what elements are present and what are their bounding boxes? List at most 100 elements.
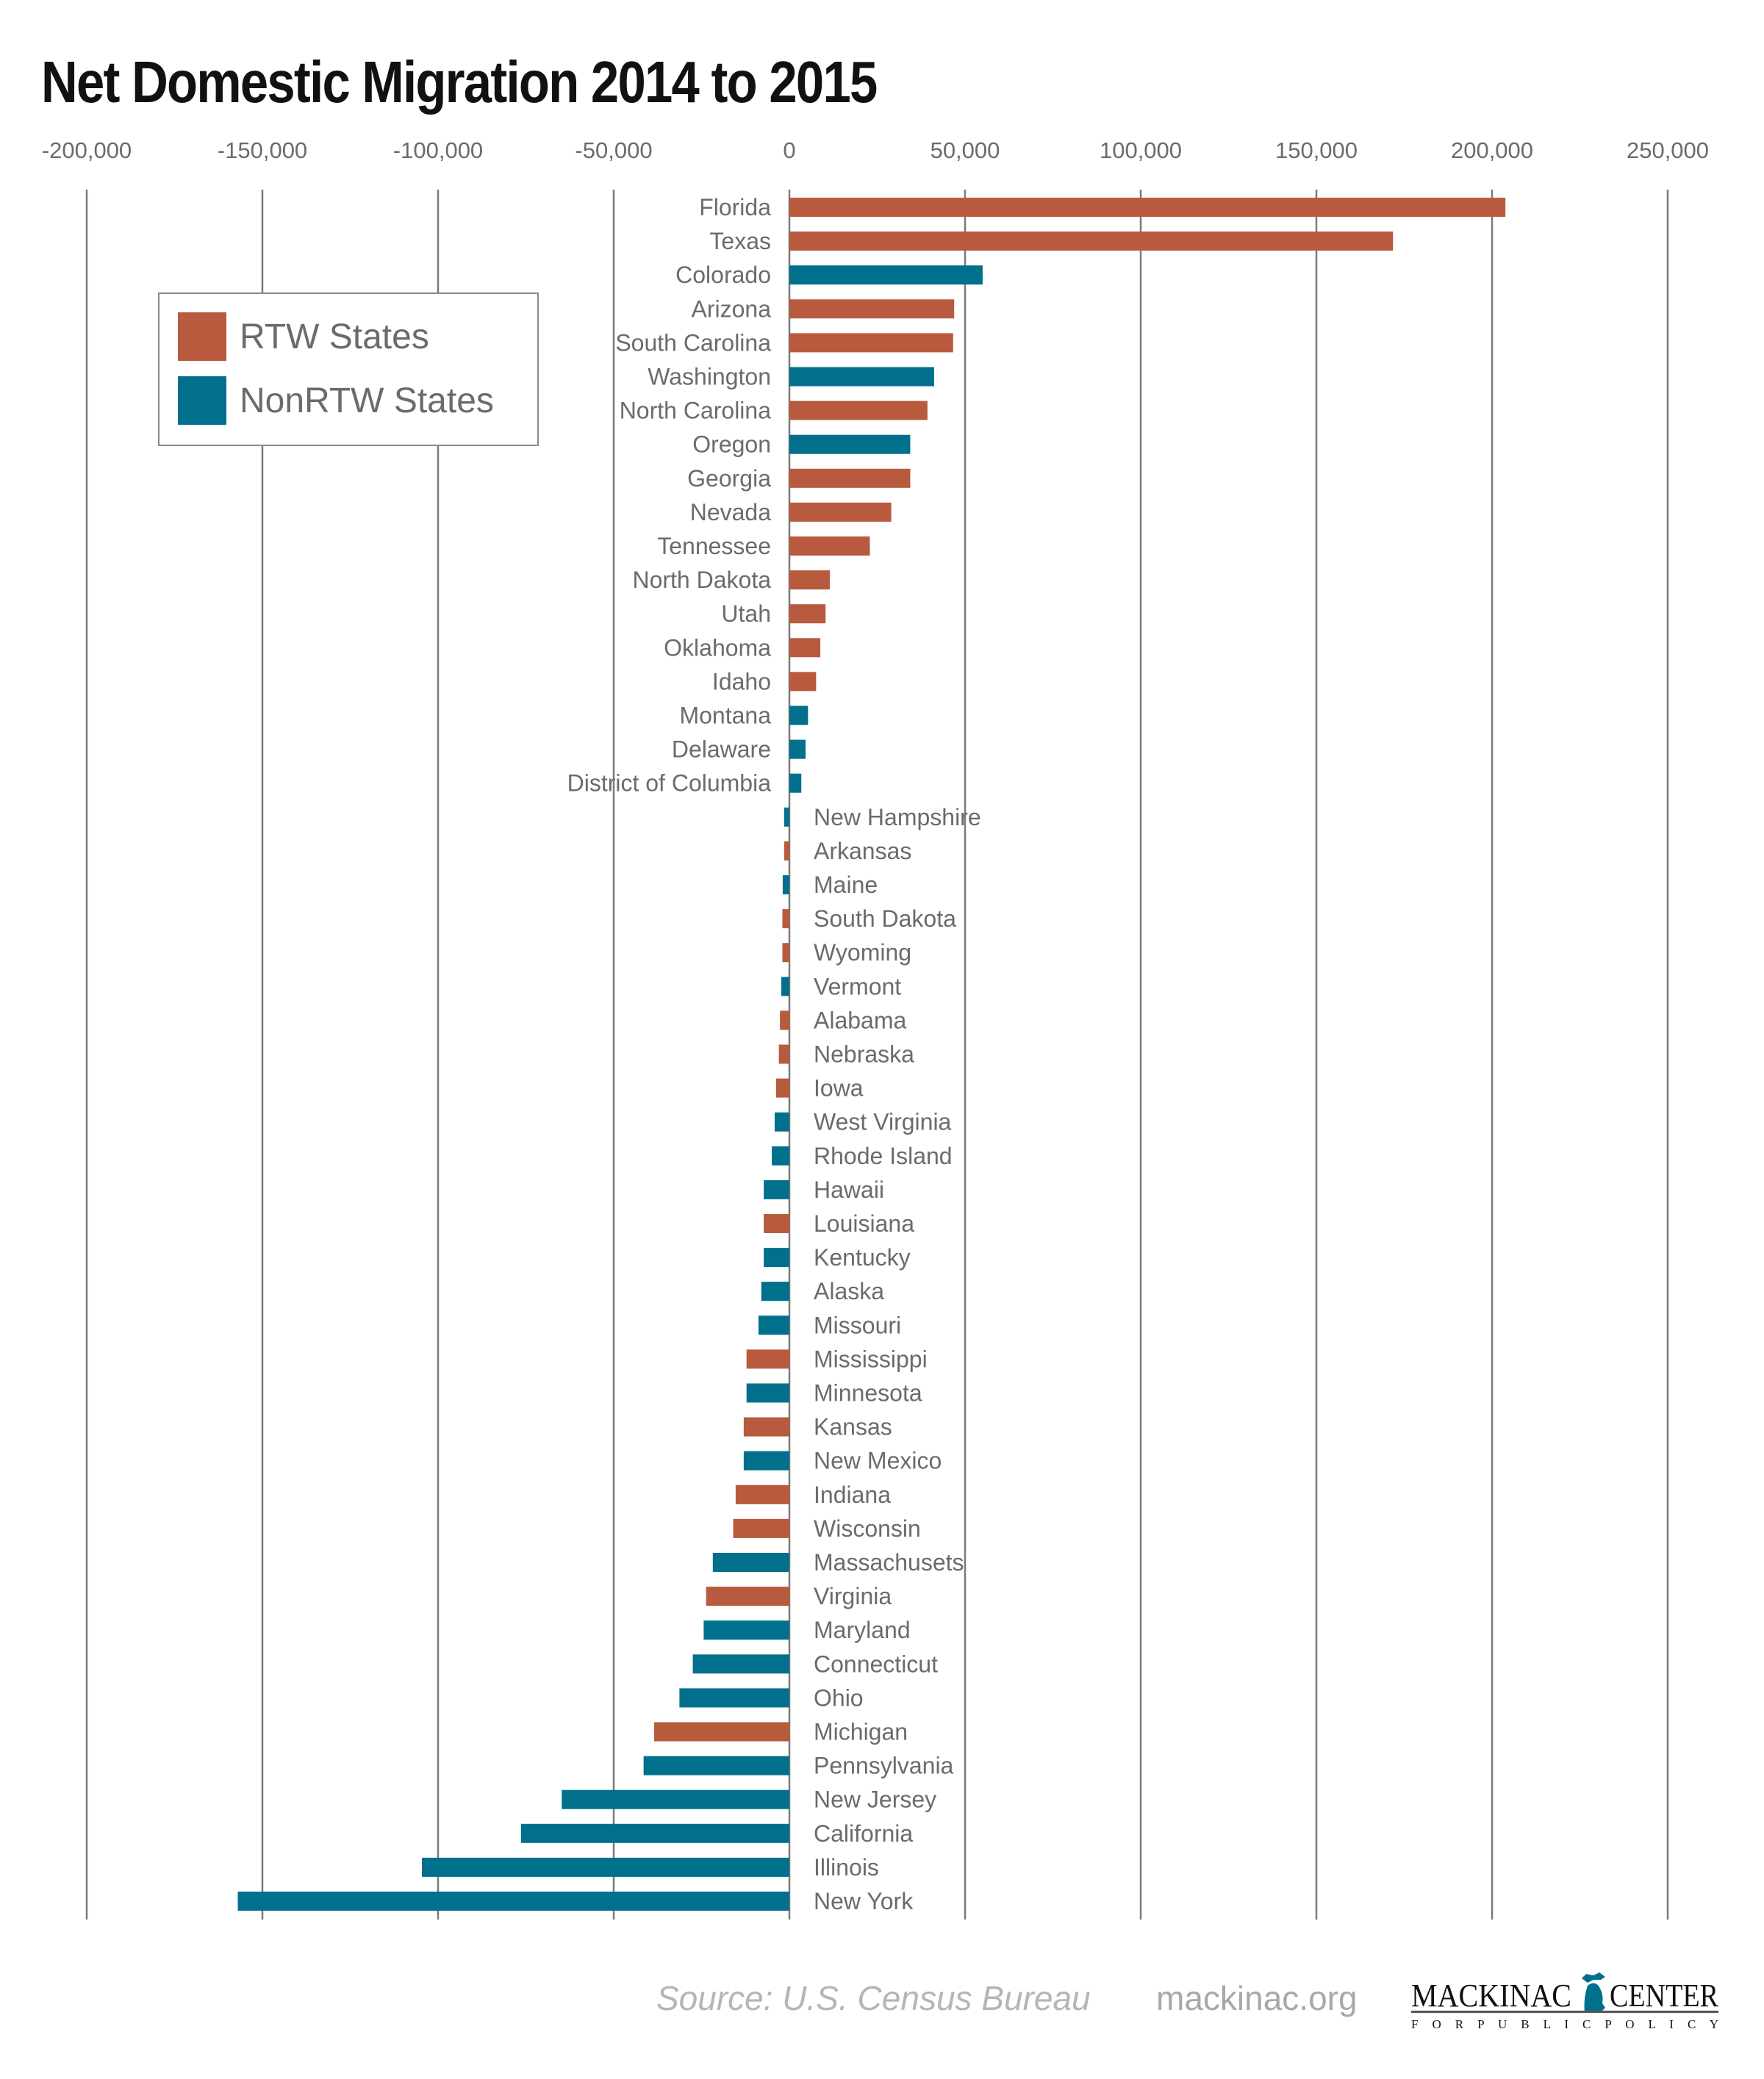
bar [422,1857,789,1877]
category-label: Nevada [690,499,772,525]
category-label: Alabama [814,1007,907,1033]
gridlines [85,190,1669,1920]
category-label: District of Columbia [567,770,772,797]
category-label: Rhode Island [814,1143,953,1169]
bar [789,367,934,387]
bar [743,1417,789,1437]
category-label: Maine [814,872,878,898]
category-label: Nebraska [814,1041,914,1068]
x-tick-label: 250,000 [1627,137,1709,163]
x-axis-ticks: -200,000 -150,000 -100,000 -50,000 0 50,000 10… [42,137,1709,163]
category-label: Illinois [814,1854,879,1881]
bar [784,807,789,827]
category-label: Delaware [672,736,771,763]
bar [772,1146,789,1166]
bar [789,672,817,692]
category-label: Indiana [814,1482,891,1508]
source-note: Source: U.S. Census Bureau [656,1979,1091,2017]
category-label: Pennsylvania [814,1753,954,1779]
category-label: Minnesota [814,1380,922,1407]
category-label: Massachusets [814,1549,964,1576]
legend-item-rtw: RTW States [178,312,429,361]
bar [782,875,789,894]
category-label: Colorado [675,262,771,288]
bar [789,198,1506,217]
category-label: Vermont [814,973,901,999]
category-label: Mississippi [814,1346,928,1372]
bar [789,231,1394,251]
bar [789,570,830,590]
bar [789,705,808,725]
category-label: Connecticut [814,1651,938,1677]
svg-text:CENTER: CENTER [1610,1978,1719,2014]
x-tick-label: 150,000 [1275,137,1358,163]
category-label: Virginia [814,1583,892,1609]
bar [764,1179,789,1199]
chart-title: Net Domestic Migration 2014 to 2015 [41,49,878,115]
category-label: Utah [721,600,771,627]
x-tick-label: -150,000 [218,137,307,163]
bar [746,1349,789,1369]
category-label: Florida [699,194,771,220]
bar [782,943,789,963]
legend-swatch-nonrtw [178,376,226,425]
bar [789,401,928,420]
svg-text:F O R P U B L I C P O L I: F O R P U B L I C P O L I C Y [1411,2017,1718,2031]
legend: RTW States NonRTW States [158,292,539,446]
bar [743,1451,789,1471]
bar [789,638,821,658]
category-label: Idaho [712,668,771,694]
category-label: North Carolina [620,398,772,424]
svg-text:MACKINAC: MACKINAC [1411,1978,1571,2014]
category-label: Missouri [814,1312,901,1338]
category-label: South Carolina [615,329,771,356]
category-label: West Virginia [814,1109,952,1135]
bar [761,1282,789,1301]
bar [706,1587,789,1606]
category-label: New York [814,1888,914,1914]
bar [764,1214,789,1233]
bar [789,299,955,319]
bar [789,333,953,353]
bar [692,1654,789,1674]
category-label: Kentucky [814,1244,911,1271]
bar-chart: -200,000 -150,000 -100,000 -50,000 0 50,000 10… [42,137,1709,1920]
category-label: Alaska [814,1278,884,1304]
bar [562,1789,789,1809]
category-label: Oregon [692,431,771,458]
bar [782,909,789,929]
category-label: New Hampshire [814,804,981,830]
category-label: South Dakota [814,905,956,932]
bar [764,1248,789,1268]
mackinac-center-logo: MACKINAC CENTER F O R P U B L I C P O L … [1411,1972,1719,2031]
legend-swatch-rtw [178,312,226,361]
website-link[interactable]: mackinac.org [1156,1979,1358,2017]
bar [780,1010,789,1030]
category-label: Wisconsin [814,1515,921,1542]
bar [679,1688,789,1708]
bar [789,502,892,522]
category-label: Kansas [814,1414,892,1440]
category-label: Washington [648,364,771,390]
x-tick-label: -50,000 [575,137,652,163]
category-label: Montana [679,703,771,729]
bar [733,1518,789,1538]
category-label: Ohio [814,1684,864,1711]
bar [784,841,789,861]
category-label: Maryland [814,1617,911,1643]
bar [735,1484,789,1504]
bar [653,1722,789,1742]
bar [789,265,983,285]
legend-label: RTW States [240,317,429,356]
bar [775,1078,789,1098]
category-label: Arizona [692,295,772,322]
category-label: Tennessee [657,533,771,559]
category-label: North Dakota [632,567,771,593]
x-tick-label: -200,000 [42,137,132,163]
category-label: Georgia [687,465,771,492]
bar [237,1892,789,1911]
bar [774,1112,789,1132]
bar [781,977,789,997]
bar [778,1044,789,1064]
x-tick-label: 50,000 [931,137,1000,163]
